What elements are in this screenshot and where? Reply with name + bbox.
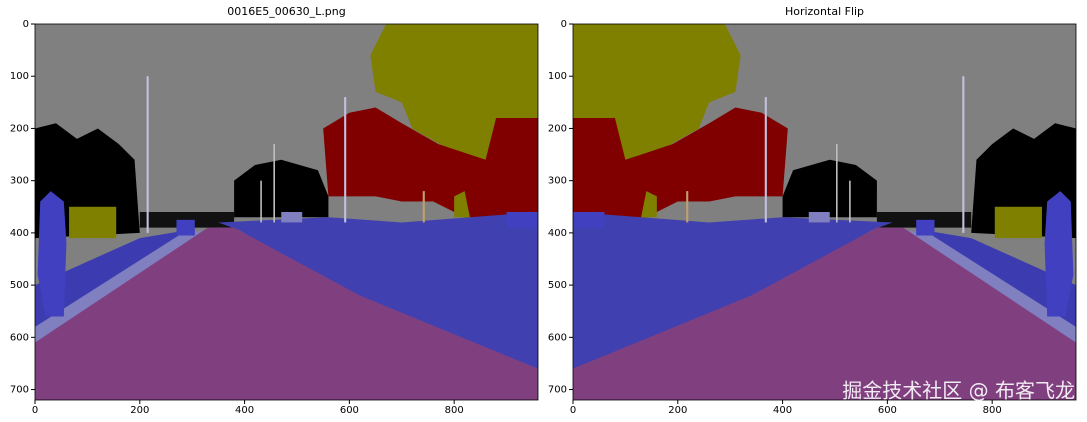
x-tick-label: 400 — [235, 405, 254, 416]
y-tick-label: 400 — [548, 228, 567, 239]
x-tick-label: 600 — [878, 405, 897, 416]
image — [35, 24, 538, 400]
y-tick-label: 700 — [10, 385, 29, 396]
image — [573, 24, 1076, 400]
y-tick-label: 500 — [10, 280, 29, 291]
x-tick-label: 200 — [668, 405, 687, 416]
y-tick-label: 600 — [548, 332, 567, 343]
y-tick-label: 600 — [10, 332, 29, 343]
x-tick-label: 800 — [983, 405, 1002, 416]
y-tick-label: 0 — [561, 19, 567, 30]
y-tick-label: 100 — [548, 71, 567, 82]
y-tick-label: 300 — [10, 176, 29, 187]
y-tick-label: 500 — [548, 280, 567, 291]
x-tick-label: 0 — [570, 405, 576, 416]
axes-frame — [572, 23, 1077, 401]
y-tick-label: 0 — [23, 19, 29, 30]
y-tick-label: 100 — [10, 71, 29, 82]
x-tick-label: 600 — [340, 405, 359, 416]
x-tick-label: 800 — [445, 405, 464, 416]
watermark: 掘金技术社区 @ 布客飞龙 — [842, 379, 1075, 403]
y-tick-label: 200 — [10, 123, 29, 134]
axes-frame — [34, 23, 539, 401]
axes-title: 0016E5_00630_L.png — [227, 5, 346, 18]
x-tick-label: 200 — [130, 405, 149, 416]
y-tick-label: 400 — [10, 228, 29, 239]
y-tick-label: 200 — [548, 123, 567, 134]
axes-title: Horizontal Flip — [785, 5, 864, 18]
x-tick-label: 400 — [773, 405, 792, 416]
x-tick-label: 0 — [32, 405, 38, 416]
y-tick-label: 300 — [548, 176, 567, 187]
y-tick-label: 700 — [548, 385, 567, 396]
